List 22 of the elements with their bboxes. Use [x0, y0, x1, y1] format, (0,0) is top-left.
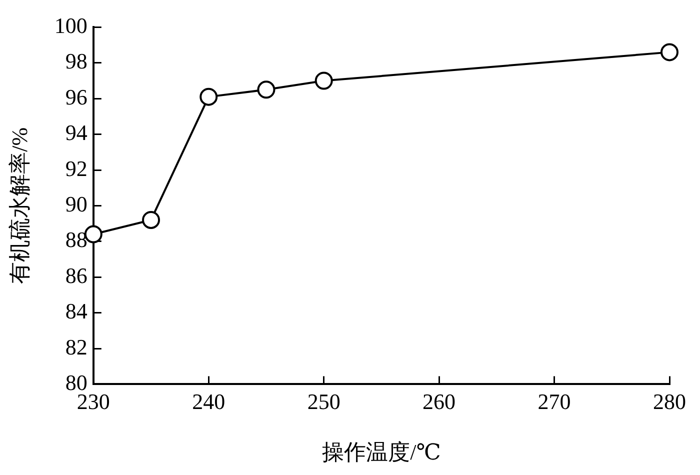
y-axis-title: 有机硫水解率/%	[6, 127, 32, 284]
point	[142, 210, 160, 229]
y-tick-label: 96	[65, 84, 88, 110]
y-tick-label: 92	[65, 156, 88, 181]
y-tick-label: 94	[65, 120, 88, 146]
x-tick-label: 260	[422, 389, 456, 414]
x-tick-label: 270	[538, 389, 571, 414]
y-tick-label: 90	[65, 191, 88, 216]
point	[257, 80, 276, 99]
y-tick-label: 100	[54, 12, 88, 38]
y-tick-label: 82	[65, 334, 88, 360]
x-tick-label: 240	[192, 389, 226, 414]
y-tick-label: 84	[65, 298, 88, 324]
y-tick-label: 88	[65, 227, 88, 252]
y-tick-label: 98	[65, 48, 88, 74]
x-axis-title: 操作温度/℃	[322, 440, 441, 465]
x-tick-label: 250	[307, 389, 340, 414]
point	[660, 43, 678, 62]
y-tick-label: 86	[65, 262, 88, 288]
point	[314, 72, 333, 90]
point	[200, 88, 218, 106]
x-tick-label: 280	[653, 389, 686, 414]
